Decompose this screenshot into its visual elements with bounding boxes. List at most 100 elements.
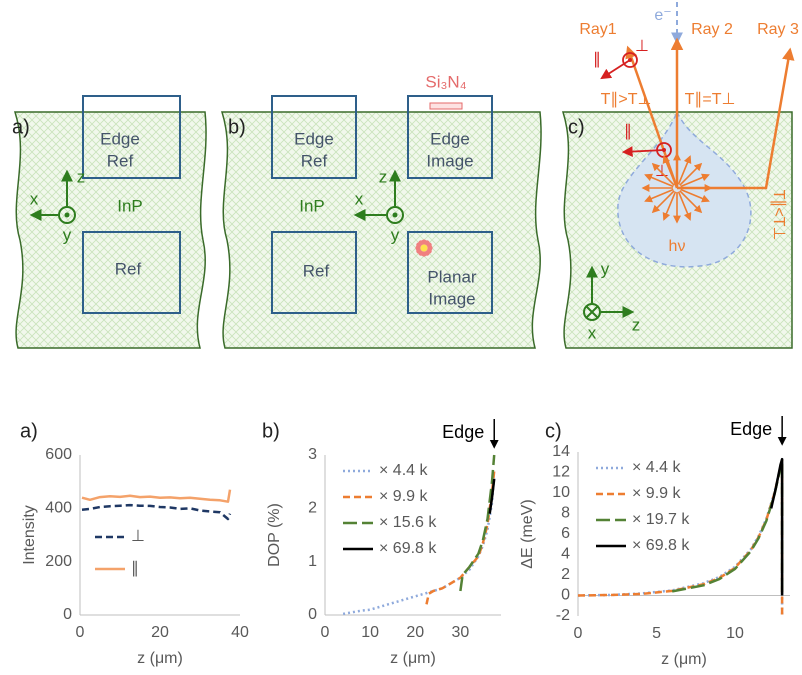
y-tick-label: -2 <box>556 607 570 624</box>
y-tick-label: 8 <box>561 505 570 522</box>
transmission-label: T∥>T⊥ <box>601 91 652 108</box>
series-line <box>671 459 784 596</box>
series-line <box>488 478 496 514</box>
box-label: Edge <box>294 129 334 148</box>
axis-origin-cross <box>585 305 599 319</box>
box-label: Planar <box>427 267 476 286</box>
panel-label: a) <box>20 420 38 442</box>
ray-label: Ray 2 <box>691 21 733 38</box>
electron-label: e⁻ <box>654 7 671 24</box>
annotation: Edge <box>442 422 484 442</box>
y-tick-label: 200 <box>45 553 72 570</box>
y-tick-label: 3 <box>308 446 317 463</box>
axis-name: y <box>601 259 610 278</box>
axis-origin <box>386 206 404 224</box>
emission-arrow <box>651 162 675 186</box>
edge-image-box <box>407 95 493 179</box>
series-line <box>81 503 232 521</box>
emission-arrow <box>662 191 677 221</box>
ref-box <box>82 231 181 314</box>
axis-name: x <box>355 189 364 208</box>
y-tick-label: 400 <box>45 500 72 517</box>
y-tick-label: 12 <box>552 464 570 481</box>
y-axis-title: Intensity <box>21 505 38 565</box>
x-tick-label: 10 <box>726 625 744 642</box>
panel-label: b) <box>228 116 246 138</box>
emission-arrow <box>677 155 692 185</box>
emission-arrow <box>680 188 710 203</box>
planar-image-box <box>407 231 493 314</box>
x-tick-label: 0 <box>574 625 583 642</box>
material-label: InP <box>117 196 143 215</box>
emission-arrow <box>679 190 703 214</box>
ref-box <box>271 231 357 314</box>
axis-name: x <box>588 323 597 342</box>
x-tick-label: 0 <box>76 624 85 641</box>
axis-origin <box>58 206 76 224</box>
series-line <box>769 457 784 596</box>
x-tick-label: 20 <box>151 624 169 641</box>
x-axis-title: z (μm) <box>390 650 436 667</box>
coating-label: Si₃N₄ <box>425 72 466 91</box>
y-tick-label: 4 <box>561 546 570 563</box>
box-label: Ref <box>301 151 328 170</box>
legend-label: ⊥ <box>131 528 145 545</box>
emission-arrow <box>677 191 692 221</box>
panel-label: c) <box>568 116 585 138</box>
material-label: InP <box>299 196 325 215</box>
axis-origin-dot <box>392 212 398 218</box>
polarization-label: ∥ <box>624 123 632 140</box>
edge-ref-box <box>82 95 181 179</box>
petal <box>426 242 432 248</box>
y-tick-label: 6 <box>561 525 570 542</box>
y-tick-label: 0 <box>561 587 570 604</box>
emission-arrow <box>679 162 703 186</box>
y-axis-title: ΔE (meV) <box>519 499 536 568</box>
axis-name: x <box>30 189 39 208</box>
polarization-arrow <box>600 59 631 80</box>
x-tick-label: 20 <box>406 624 424 641</box>
emission-label: hν <box>669 238 686 255</box>
transmission-label: T∥<T⊥ <box>770 190 787 241</box>
y-tick-label: 0 <box>308 606 317 623</box>
emission-arrow <box>644 173 674 188</box>
emission-burst <box>641 152 713 224</box>
planar-spot <box>415 239 433 257</box>
x-tick-label: 40 <box>231 624 249 641</box>
axis-name: y <box>63 225 72 244</box>
legend-label: × 4.4 k <box>632 459 681 476</box>
series-line <box>459 454 496 592</box>
legend-label: × 15.6 k <box>379 514 437 531</box>
transmission-label: T∥=T⊥ <box>685 91 736 108</box>
diagram-a: a) Edge Ref Ref InP x y z <box>12 95 207 349</box>
diagram-b: Si₃N₄ b) Edge Ref Edge Image Ref Planar … <box>220 72 542 349</box>
polarization-dot <box>662 148 666 152</box>
legend-label: × 19.7 k <box>632 511 690 528</box>
box-label: Edge <box>430 129 470 148</box>
edge-ref-box <box>271 95 357 179</box>
x-axis-title: z (μm) <box>661 651 707 668</box>
box-label: Ref <box>303 261 330 280</box>
emission-volume <box>617 110 752 268</box>
coating-strip <box>429 102 463 110</box>
axis-name: z <box>77 167 86 186</box>
emission-arrow <box>651 190 675 214</box>
y-tick-label: 2 <box>308 500 317 517</box>
legend-label: ∥ <box>131 560 139 577</box>
panel-label: c) <box>545 420 562 442</box>
box-label: Image <box>428 289 475 308</box>
y-axis-title: DOP (%) <box>266 503 283 567</box>
box-label: Image <box>426 151 473 170</box>
y-tick-label: 600 <box>45 446 72 463</box>
polarization-dot <box>628 58 632 62</box>
panel-label: a) <box>12 116 30 138</box>
ray <box>625 45 679 189</box>
polarization-circle <box>622 52 638 68</box>
box-label: Edge <box>100 129 140 148</box>
axis-name: z <box>379 167 388 186</box>
x-tick-label: 10 <box>361 624 379 641</box>
x-tick-label: 5 <box>652 625 661 642</box>
ray-label: Ray1 <box>579 21 616 38</box>
polarization-label: ⊥ <box>635 38 649 55</box>
